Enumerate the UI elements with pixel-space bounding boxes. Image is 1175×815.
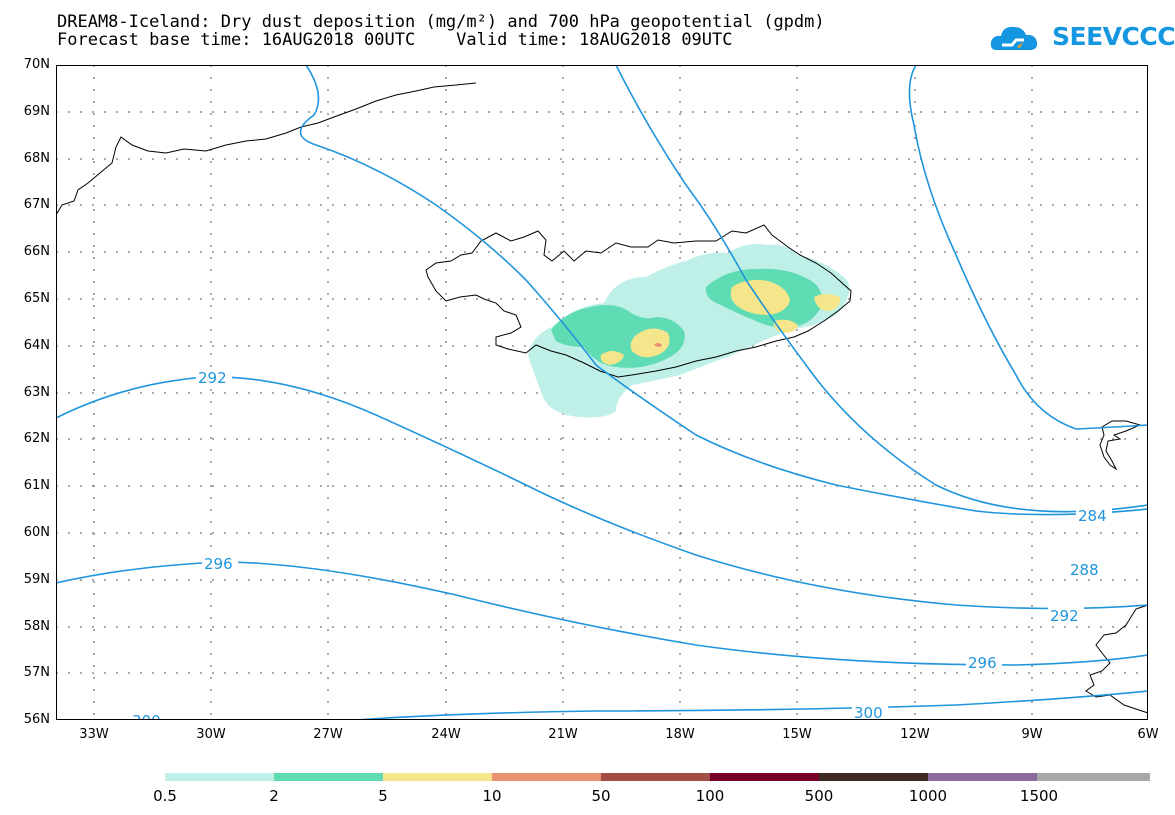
forecast-times: Forecast base time: 16AUG2018 00UTC Vali… — [57, 30, 733, 50]
lat-label: 58N — [23, 619, 50, 634]
map-title: DREAM8-Iceland: Dry dust deposition (mg/… — [57, 12, 825, 32]
legend-label: 100 — [695, 787, 725, 805]
seevccc-logo-icon — [990, 26, 1038, 50]
contour-label-300-west: 300 — [132, 712, 161, 720]
lon-label: 9W — [1021, 727, 1043, 742]
faroe-coast — [1099, 420, 1142, 471]
lat-label: 64N — [23, 338, 50, 353]
dust-level-5b — [600, 351, 624, 365]
contour-label-300-east: 300 — [854, 704, 883, 720]
contour-284 — [908, 65, 1148, 430]
legend-label: 10 — [482, 787, 502, 805]
legend-swatch — [601, 773, 711, 781]
greenland-coast — [56, 82, 477, 216]
contour-label-296-west: 296 — [204, 555, 233, 573]
lon-label: 12W — [900, 727, 930, 742]
contour-label-288: 288 — [1070, 561, 1099, 579]
dust-level-5c — [730, 279, 790, 315]
legend-label: 1500 — [1019, 787, 1059, 805]
legend-label: 2 — [269, 787, 279, 805]
lat-label: 62N — [23, 431, 50, 446]
lon-label: 6W — [1137, 727, 1159, 742]
lon-label: 33W — [79, 727, 109, 742]
lat-label: 56N — [23, 712, 50, 727]
legend-swatch — [274, 773, 384, 781]
contour-label-292-west: 292 — [198, 369, 227, 387]
lat-label: 67N — [23, 197, 50, 212]
lat-label: 65N — [23, 291, 50, 306]
legend-label: 500 — [804, 787, 834, 805]
contour-label-296-east: 296 — [968, 654, 997, 672]
dust-level-10 — [654, 343, 662, 347]
scotland-coast — [1085, 604, 1148, 714]
map-plot: 292 296 300 284 288 292 296 300 — [56, 65, 1148, 720]
lat-label: 69N — [23, 104, 50, 119]
contour-label-292-east: 292 — [1050, 607, 1079, 625]
contour-288 — [615, 65, 1148, 513]
legend-swatch — [819, 773, 929, 781]
lon-label: 24W — [431, 727, 461, 742]
legend-label: 1000 — [908, 787, 948, 805]
lat-label: 63N — [23, 385, 50, 400]
legend-swatch — [165, 773, 275, 781]
contour-labels: 292 296 300 284 288 292 296 300 — [130, 367, 1112, 720]
legend-swatch — [710, 773, 820, 781]
legend-label: 50 — [591, 787, 611, 805]
legend-swatch — [1037, 773, 1150, 781]
lon-label: 30W — [196, 727, 226, 742]
legend-swatch — [492, 773, 602, 781]
lat-label: 68N — [23, 151, 50, 166]
legend-swatch — [928, 773, 1038, 781]
grid-lines — [56, 65, 1148, 720]
legend-label: 5 — [378, 787, 388, 805]
lon-label: 15W — [782, 727, 812, 742]
lon-label: 21W — [548, 727, 578, 742]
lon-label: 18W — [665, 727, 695, 742]
iceland-coast — [425, 224, 852, 378]
lat-label: 59N — [23, 572, 50, 587]
lat-label: 57N — [23, 665, 50, 680]
dust-level-5d — [814, 294, 841, 311]
contour-label-284: 284 — [1078, 507, 1107, 525]
lat-label: 61N — [23, 478, 50, 493]
map-frame — [56, 65, 1148, 720]
lat-label: 60N — [23, 525, 50, 540]
coastlines — [56, 82, 1148, 714]
lon-label: 27W — [313, 727, 343, 742]
contour-292-north — [299, 65, 1148, 516]
dust-level-5a — [630, 328, 670, 358]
contour-300 — [355, 690, 1148, 720]
legend-swatch — [383, 773, 493, 781]
legend-colorbar — [165, 773, 1150, 781]
logo-text: SEEVCCC — [1052, 22, 1175, 51]
legend-label: 0.5 — [153, 787, 177, 805]
lat-label: 70N — [23, 57, 50, 72]
lat-label: 66N — [23, 244, 50, 259]
